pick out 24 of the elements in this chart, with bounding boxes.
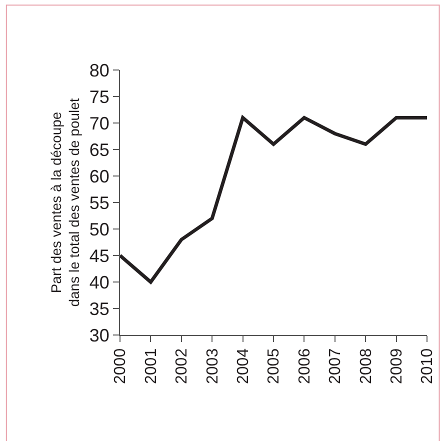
y-tick-label: 45 bbox=[89, 246, 110, 266]
y-tick-label: 65 bbox=[89, 140, 110, 160]
y-tick-label: 60 bbox=[89, 166, 110, 186]
x-tick-label: 2005 bbox=[266, 348, 283, 384]
y-tick-label: 40 bbox=[89, 272, 110, 292]
y-tick-label: 55 bbox=[89, 192, 110, 213]
y-tick-label: 35 bbox=[89, 298, 110, 319]
x-tick-label: 2010 bbox=[419, 348, 436, 384]
line-series bbox=[120, 116, 427, 284]
x-tick-label: 2001 bbox=[142, 348, 160, 384]
y-tick-label: 30 bbox=[89, 325, 110, 346]
x-tick-label: 2003 bbox=[204, 348, 222, 384]
y-tick-label: 50 bbox=[89, 219, 110, 240]
x-tick-label: 2002 bbox=[174, 348, 191, 384]
x-tick-label: 2004 bbox=[235, 348, 252, 384]
y-tick-label: 70 bbox=[89, 113, 110, 134]
y-tick-label: 80 bbox=[89, 60, 110, 80]
x-tick-label: 2000 bbox=[112, 348, 130, 384]
x-tick-label: 2006 bbox=[296, 348, 314, 384]
x-tick-label: 2008 bbox=[358, 348, 375, 384]
y-axis-title: Part des ventes à la découpe dans le total des ventes de poulet bbox=[48, 98, 82, 307]
x-tick-label: 2007 bbox=[327, 348, 344, 384]
x-tick-label: 2009 bbox=[388, 348, 406, 384]
y-tick-label: 75 bbox=[89, 86, 110, 107]
